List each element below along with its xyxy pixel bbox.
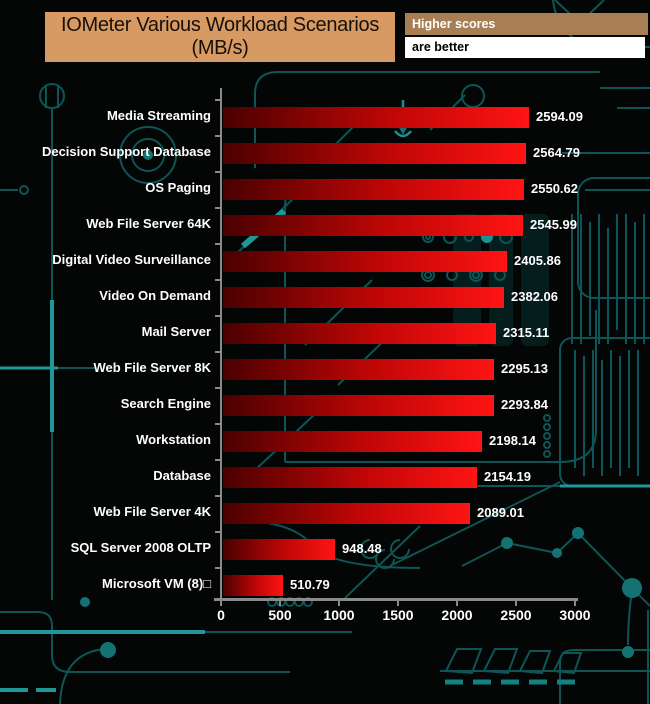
bar — [223, 395, 494, 416]
chart-title-line2: (MB/s) — [191, 37, 249, 59]
bar — [223, 323, 496, 344]
category-label: Database — [153, 468, 211, 483]
x-axis-tick-label: 1000 — [323, 607, 355, 623]
y-axis-tick — [215, 351, 221, 353]
bar — [223, 179, 524, 200]
y-axis-tick — [215, 279, 221, 281]
y-axis-tick — [215, 243, 221, 245]
bar — [223, 107, 529, 128]
bar-value-label: 2315.11 — [503, 325, 550, 340]
chart-title-line1: IOMeter Various Workload Scenarios — [60, 14, 380, 36]
bar — [223, 575, 283, 596]
x-axis-tick — [397, 601, 399, 606]
category-label: Workstation — [136, 432, 211, 447]
x-axis-tick — [279, 601, 281, 606]
x-axis-tick — [220, 601, 222, 606]
y-axis-tick — [215, 423, 221, 425]
bar — [223, 215, 523, 236]
category-label: Decision Support Database — [41, 144, 211, 159]
y-axis-tick — [215, 531, 221, 533]
x-axis-tick-label: 2000 — [441, 607, 473, 623]
y-axis-tick — [215, 99, 221, 101]
bar-value-label: 2405.86 — [514, 253, 561, 268]
bar-value-label: 2089.01 — [477, 505, 524, 520]
x-axis-tick — [456, 601, 458, 606]
x-axis-tick-label: 0 — [217, 607, 225, 623]
bar — [223, 287, 504, 308]
bar-value-label: 948.48 — [342, 541, 382, 556]
bar — [223, 251, 507, 272]
bar-value-label: 510.79 — [290, 577, 330, 592]
category-label: Web File Server 8K — [93, 360, 211, 375]
higher-scores-note: Higher scores are better — [405, 13, 648, 58]
bar-value-label: 2594.09 — [536, 109, 583, 124]
bar — [223, 359, 494, 380]
bar — [223, 431, 482, 452]
bar-value-label: 2293.84 — [501, 397, 548, 412]
category-label: Mail Server — [141, 324, 211, 339]
category-label: Microsoft VM (8)□ — [102, 576, 211, 591]
bar — [223, 467, 477, 488]
category-label: Web File Server 64K — [86, 216, 211, 231]
bar-value-label: 2550.62 — [531, 181, 578, 196]
y-axis-tick — [215, 387, 221, 389]
category-label: Digital Video Surveillance — [52, 252, 211, 267]
bar — [223, 143, 526, 164]
y-axis-tick — [215, 135, 221, 137]
category-label: Media Streaming — [106, 108, 211, 123]
x-axis-tick-label: 500 — [268, 607, 292, 623]
bar — [223, 539, 335, 560]
y-axis-line — [220, 88, 222, 599]
bar — [223, 503, 470, 524]
bar-value-label: 2295.13 — [501, 361, 548, 376]
x-axis-tick — [574, 601, 576, 606]
category-label: Video On Demand — [99, 288, 211, 303]
y-axis-tick — [215, 315, 221, 317]
circuit-dots — [80, 124, 642, 658]
category-label: Web File Server 4K — [93, 504, 211, 519]
note-line1: Higher scores — [405, 13, 648, 35]
bar-value-label: 2545.99 — [530, 217, 577, 232]
y-axis-tick — [215, 567, 221, 569]
circuit-dark-columns — [453, 214, 549, 346]
x-axis-tick-label: 1500 — [382, 607, 414, 623]
y-axis-tick — [215, 459, 221, 461]
category-label: Search Engine — [120, 396, 211, 411]
x-axis-line — [214, 598, 578, 601]
bar-value-label: 2382.06 — [511, 289, 558, 304]
category-label: SQL Server 2008 OLTP — [70, 540, 211, 555]
category-label: OS Paging — [145, 180, 211, 195]
y-axis-tick — [215, 495, 221, 497]
x-axis-tick-label: 2500 — [500, 607, 532, 623]
bar-value-label: 2154.19 — [484, 469, 531, 484]
x-axis-tick — [515, 601, 517, 606]
bar-value-label: 2198.14 — [489, 433, 536, 448]
y-axis-tick — [215, 207, 221, 209]
note-line2: are better — [405, 37, 645, 58]
x-axis-tick-label: 3000 — [559, 607, 591, 623]
chart-title-box: IOMeter Various Workload Scenarios (MB/s… — [45, 12, 395, 62]
bar-value-label: 2564.79 — [533, 145, 580, 160]
x-axis-tick — [338, 601, 340, 606]
y-axis-tick — [215, 171, 221, 173]
